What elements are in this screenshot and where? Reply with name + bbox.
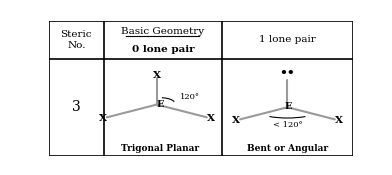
- Text: Trigonal Planar: Trigonal Planar: [121, 144, 199, 153]
- Text: 0 lone pair: 0 lone pair: [132, 45, 194, 54]
- Text: 1 lone pair: 1 lone pair: [259, 35, 316, 44]
- Text: X: X: [153, 71, 161, 80]
- Text: Basic Geometry: Basic Geometry: [122, 27, 205, 36]
- Text: 120°: 120°: [180, 93, 200, 101]
- Text: ••: ••: [279, 67, 295, 80]
- Text: X: X: [232, 116, 240, 125]
- Text: < 120°: < 120°: [273, 121, 302, 130]
- Text: X: X: [207, 114, 215, 123]
- Text: X: X: [99, 114, 107, 123]
- Text: Steric
No.: Steric No.: [61, 30, 92, 50]
- Text: E: E: [157, 100, 164, 109]
- Text: 3: 3: [72, 100, 81, 114]
- Text: X: X: [335, 116, 343, 125]
- Text: E: E: [284, 102, 292, 111]
- Text: Bent or Angular: Bent or Angular: [247, 144, 328, 153]
